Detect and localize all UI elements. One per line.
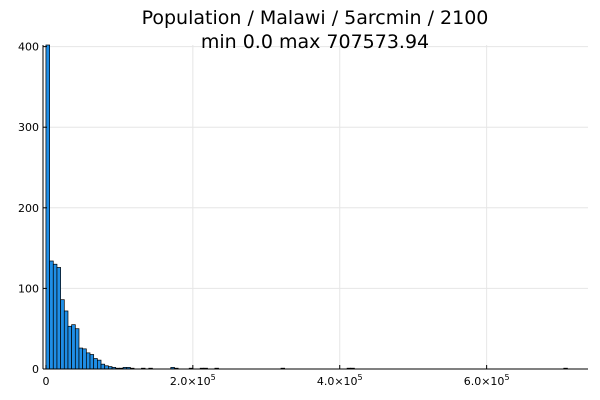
histogram-bar: [60, 299, 65, 370]
grid-layer: [43, 45, 588, 370]
x-tick-mantissa: 6.0×10: [464, 375, 505, 388]
histogram-bar: [89, 354, 95, 370]
histogram-bar: [52, 263, 58, 370]
x-tick-mantissa: 0: [42, 375, 49, 388]
x-tick-mantissa: 4.0×10: [317, 375, 358, 388]
histogram-bar: [49, 260, 54, 370]
y-tick-label: 200: [18, 202, 39, 215]
histogram-bar: [67, 325, 72, 370]
chart-title: Population / Malawi / 5arcmin / 2100: [142, 7, 489, 29]
histogram-bar: [93, 358, 98, 370]
x-tick-label: 0: [42, 375, 49, 388]
histogram-bar: [74, 328, 80, 370]
axes-layer: [42, 45, 588, 370]
chart-subtitle: min 0.0 max 707573.94: [201, 31, 429, 53]
histogram-bar: [85, 352, 91, 370]
x-tick-exponent: 5: [211, 373, 216, 382]
histogram-bar: [100, 363, 106, 370]
histogram-bar: [56, 267, 61, 370]
histogram-bar: [78, 347, 84, 370]
x-tick-label: 6.0×105: [464, 373, 510, 388]
histogram-bar: [45, 44, 50, 370]
y-tick-label: 100: [18, 282, 39, 295]
histogram-bar: [82, 348, 87, 370]
bars-layer: [45, 44, 568, 370]
x-tick-mantissa: 2.0×10: [170, 375, 211, 388]
histogram-bar: [71, 324, 76, 370]
x-tick-label: 4.0×105: [317, 373, 363, 388]
y-tick-label: 400: [18, 41, 39, 54]
histogram-bar: [97, 359, 102, 370]
histogram-bar: [63, 310, 69, 370]
x-tick-exponent: 5: [504, 373, 509, 382]
x-tick-exponent: 5: [358, 373, 363, 382]
y-tick-label: 300: [18, 121, 39, 134]
x-tick-label: 2.0×105: [170, 373, 216, 388]
y-tick-label: 0: [32, 363, 39, 376]
